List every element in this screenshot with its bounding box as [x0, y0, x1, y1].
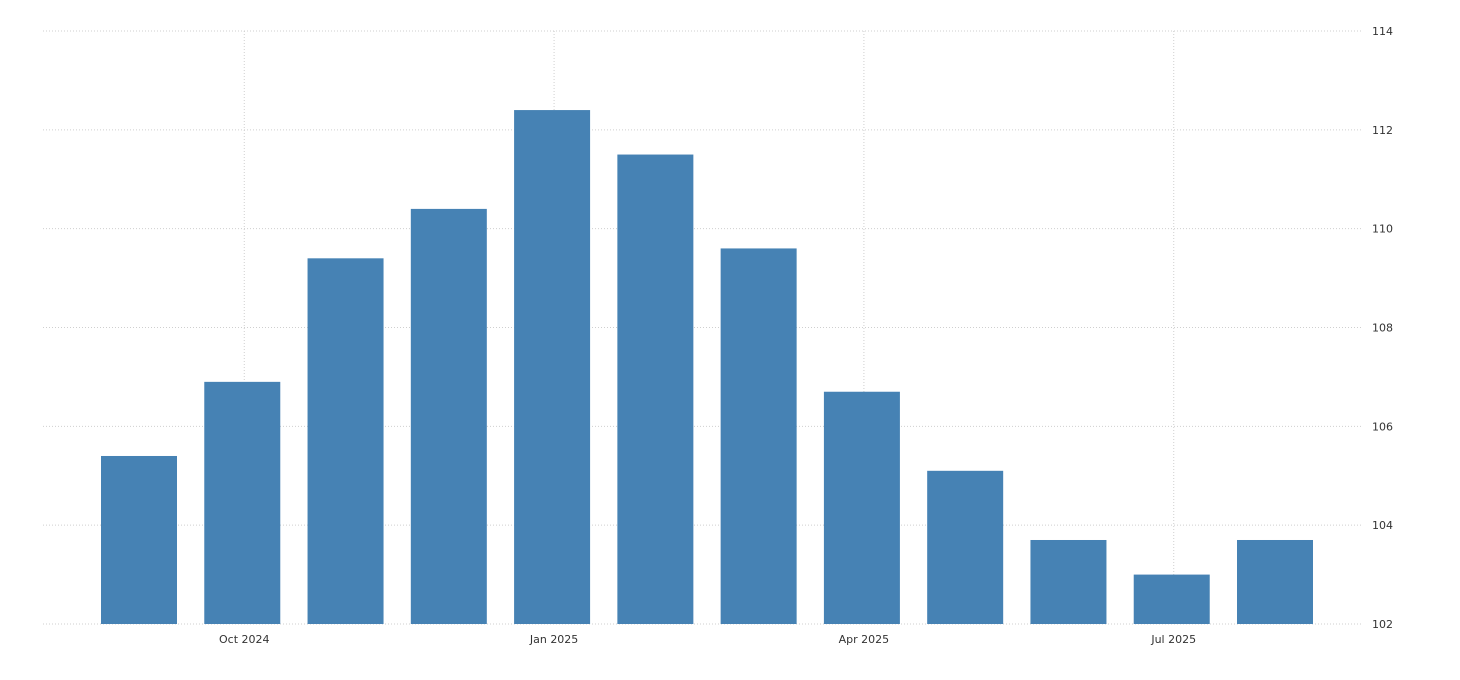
x-tick-label: Oct 2024 [219, 633, 270, 646]
bar-aug-2025[interactable] [1237, 539, 1313, 624]
y-tick-label: 102 [1372, 618, 1393, 631]
bars [101, 110, 1313, 625]
x-tick-label: Jan 2025 [529, 633, 578, 646]
y-tick-label: 112 [1372, 124, 1393, 137]
bar-may-2025[interactable] [927, 470, 1004, 624]
x-tick-label: Jul 2025 [1150, 633, 1196, 646]
bar-jun-2025[interactable] [1030, 539, 1107, 624]
bar-jan-2025[interactable] [514, 110, 591, 625]
y-tick-label: 114 [1372, 25, 1393, 38]
x-axis-tick-labels: Oct 2024 Jan 2025 Apr 2025 Jul 2025 [219, 633, 1196, 646]
y-tick-label: 110 [1372, 223, 1393, 236]
bar-feb-2025[interactable] [617, 154, 694, 624]
bar-mar-2025[interactable] [720, 248, 797, 624]
bar-dec-2024[interactable] [410, 208, 487, 624]
y-tick-label: 104 [1372, 519, 1393, 532]
bar-jul-2025[interactable] [1133, 574, 1210, 624]
bar-oct-2024[interactable] [204, 381, 281, 624]
bar-apr-2025[interactable] [823, 391, 900, 624]
y-axis-tick-labels: 102 104 106 108 110 112 114 [1372, 25, 1393, 631]
y-tick-label: 108 [1372, 322, 1393, 335]
bar-nov-2024[interactable] [307, 258, 384, 624]
y-tick-label: 106 [1372, 420, 1393, 433]
bar-sep-2024[interactable] [101, 455, 177, 624]
x-tick-label: Apr 2025 [839, 633, 890, 646]
